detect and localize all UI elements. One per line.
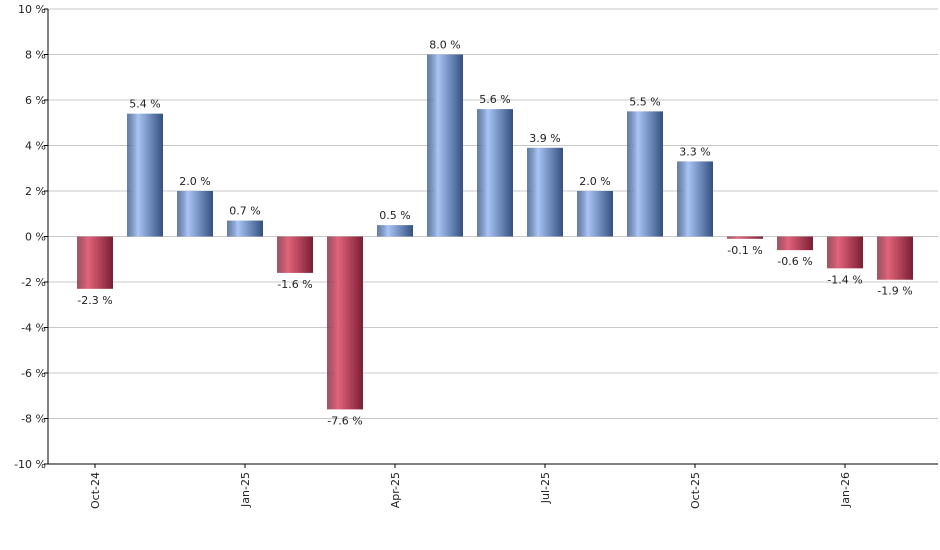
bar	[427, 54, 463, 237]
bar	[627, 111, 663, 237]
y-tick-label: 10 %	[18, 3, 46, 16]
value-label: -1.4 %	[827, 273, 862, 286]
value-label: -2.3 %	[77, 294, 112, 307]
x-tick-label: Oct-25	[689, 472, 702, 509]
bar	[327, 236, 363, 410]
bar	[227, 220, 263, 237]
bar	[477, 109, 513, 237]
bar	[527, 147, 563, 237]
y-tick-label: -8 %	[21, 413, 46, 426]
bar	[127, 113, 163, 237]
bar	[777, 236, 813, 251]
y-tick-label: 6 %	[25, 94, 46, 107]
x-tick-label: Jul-25	[539, 472, 552, 504]
y-tick-label: -6 %	[21, 367, 46, 380]
bar	[727, 236, 763, 239]
value-label: 3.9 %	[529, 132, 560, 145]
y-tick-label: 2 %	[25, 185, 46, 198]
bar	[827, 236, 863, 269]
bar	[277, 236, 313, 273]
value-label: 2.0 %	[579, 175, 610, 188]
value-label: 8.0 %	[429, 39, 460, 52]
value-label: -1.9 %	[877, 285, 912, 298]
value-label: -0.1 %	[727, 244, 762, 257]
value-label: -1.6 %	[277, 278, 312, 291]
y-tick-label: -4 %	[21, 322, 46, 335]
value-label: -7.6 %	[327, 414, 362, 427]
bar	[177, 191, 213, 237]
bar	[677, 161, 713, 237]
bar	[377, 225, 413, 237]
bar	[877, 236, 913, 280]
value-label: 3.3 %	[679, 145, 710, 158]
y-tick-label: -10 %	[14, 458, 46, 471]
y-tick-label: -2 %	[21, 276, 46, 289]
y-tick-label: 8 %	[25, 49, 46, 62]
x-tick-label: Apr-25	[389, 472, 402, 508]
x-tick-label: Jan-25	[239, 472, 252, 508]
y-tick-label: 4 %	[25, 140, 46, 153]
x-tick-label: Jan-26	[839, 472, 852, 508]
x-tick-label: Oct-24	[89, 472, 102, 509]
value-label: -0.6 %	[777, 255, 812, 268]
y-tick-label: 0 %	[25, 231, 46, 244]
value-label: 5.6 %	[479, 93, 510, 106]
value-label: 0.5 %	[379, 209, 410, 222]
value-label: 2.0 %	[179, 175, 210, 188]
value-label: 5.5 %	[629, 95, 660, 108]
bar	[77, 236, 113, 289]
bar	[577, 191, 613, 237]
value-label: 0.7 %	[229, 205, 260, 218]
value-label: 5.4 %	[129, 98, 160, 111]
